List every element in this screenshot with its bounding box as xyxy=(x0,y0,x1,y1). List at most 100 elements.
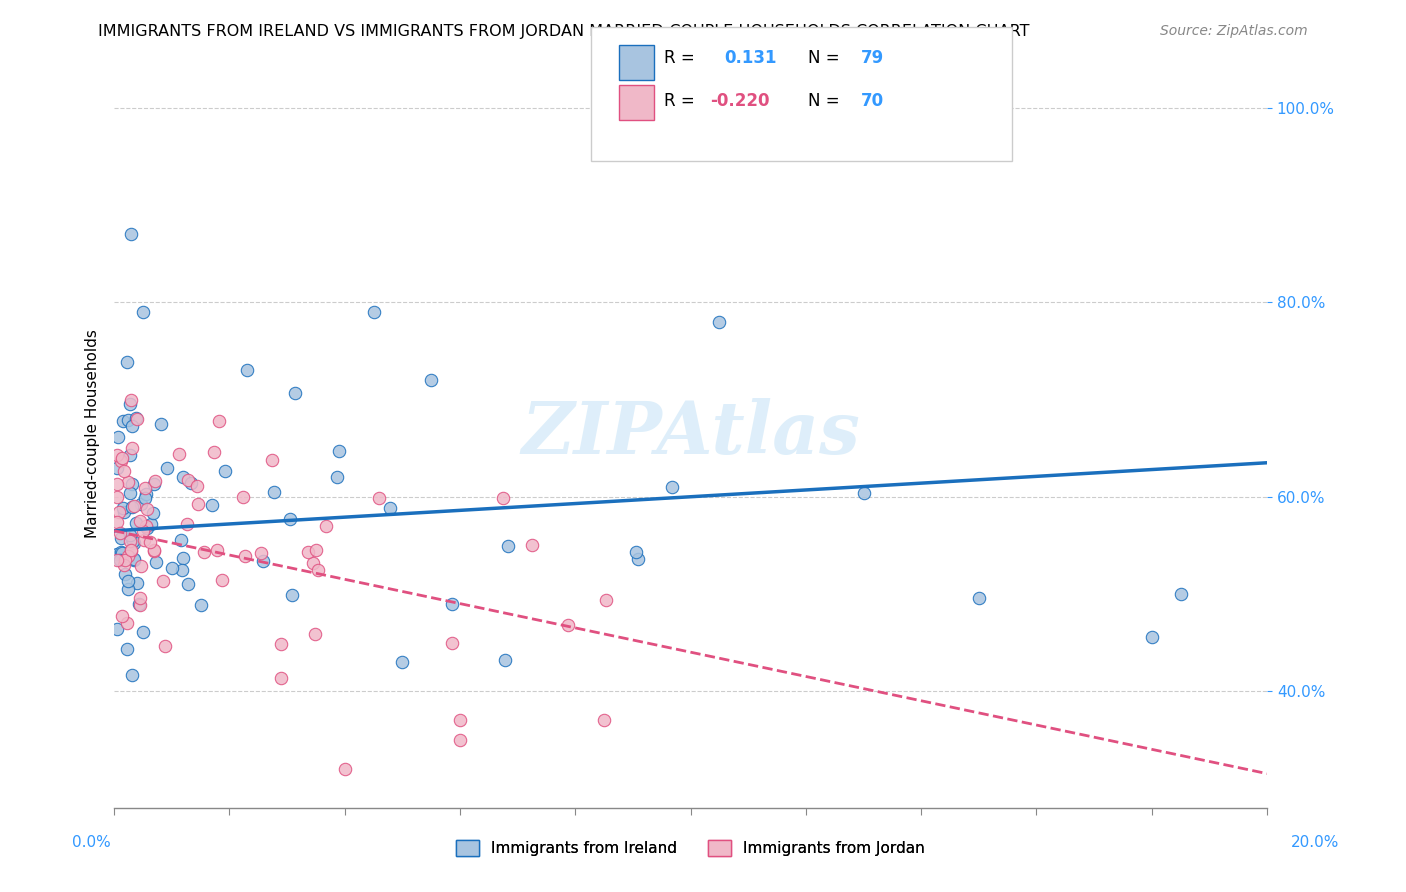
Point xyxy=(121,227,143,242)
Text: 0.0%: 0.0% xyxy=(72,836,111,850)
Point xyxy=(121,477,143,491)
Point xyxy=(120,534,142,549)
Point xyxy=(110,545,132,559)
Point xyxy=(169,447,191,461)
Point xyxy=(214,465,236,479)
Point xyxy=(852,486,875,500)
Point xyxy=(1170,587,1192,601)
Point xyxy=(110,532,132,546)
Point xyxy=(205,543,228,558)
Point xyxy=(142,506,165,520)
Point xyxy=(172,470,194,484)
Point xyxy=(177,473,200,487)
Point xyxy=(378,500,401,515)
Point xyxy=(121,442,143,456)
Point xyxy=(120,542,142,557)
Point xyxy=(236,363,259,377)
Point xyxy=(127,412,149,426)
Point xyxy=(136,502,159,516)
Point xyxy=(190,598,212,612)
Point xyxy=(263,484,285,499)
Point xyxy=(114,566,136,581)
Point xyxy=(176,517,198,532)
Point xyxy=(249,546,271,560)
Point xyxy=(118,396,141,410)
Point xyxy=(105,552,128,566)
Point xyxy=(153,639,176,653)
Point xyxy=(211,573,233,587)
Point xyxy=(122,499,145,513)
Point xyxy=(108,553,131,567)
Point xyxy=(121,392,143,407)
Point xyxy=(134,491,156,506)
Point xyxy=(110,453,132,467)
Point xyxy=(111,546,134,560)
Point xyxy=(172,563,194,577)
Point xyxy=(139,516,162,531)
Point xyxy=(124,410,146,425)
Text: N =: N = xyxy=(808,92,845,110)
Point xyxy=(304,627,326,641)
Point xyxy=(136,521,159,535)
Point xyxy=(127,575,149,590)
Point xyxy=(105,490,128,504)
Point xyxy=(117,574,139,589)
Point xyxy=(117,616,139,631)
Point xyxy=(112,558,135,573)
Point xyxy=(557,617,579,632)
Text: ZIPAtlas: ZIPAtlas xyxy=(522,398,860,469)
Point xyxy=(122,553,145,567)
Point xyxy=(160,561,183,575)
Point xyxy=(120,486,142,500)
Point xyxy=(252,554,274,568)
Point xyxy=(105,623,128,637)
Point xyxy=(278,512,301,526)
Point xyxy=(496,539,519,553)
Point xyxy=(492,491,515,506)
Point xyxy=(593,713,616,727)
Text: 20.0%: 20.0% xyxy=(1291,836,1339,850)
Text: -0.220: -0.220 xyxy=(710,92,769,110)
Point xyxy=(262,453,284,467)
Point xyxy=(307,563,329,577)
Point xyxy=(494,653,516,667)
Point xyxy=(108,525,131,540)
Point xyxy=(122,535,145,549)
Point xyxy=(201,498,224,512)
Point xyxy=(112,414,135,428)
Text: R =: R = xyxy=(664,49,700,67)
Point xyxy=(522,538,544,552)
Point xyxy=(105,476,128,491)
Point xyxy=(595,593,617,607)
Point xyxy=(440,598,463,612)
Point xyxy=(270,637,292,651)
Point xyxy=(111,451,134,466)
Point xyxy=(129,559,152,574)
Point xyxy=(105,516,128,530)
Point xyxy=(143,476,166,491)
Point xyxy=(112,501,135,516)
Point xyxy=(107,505,129,519)
Point xyxy=(170,533,193,548)
Point xyxy=(150,417,173,431)
Point xyxy=(132,524,155,539)
Point xyxy=(105,461,128,475)
Point xyxy=(107,430,129,444)
Point xyxy=(709,315,731,329)
Point xyxy=(232,490,254,504)
Point xyxy=(117,549,139,563)
Point xyxy=(132,625,155,640)
Point xyxy=(363,305,385,319)
Point xyxy=(135,518,157,533)
Point xyxy=(441,636,464,650)
Y-axis label: Married-couple Households: Married-couple Households xyxy=(86,329,100,538)
Point xyxy=(112,504,135,518)
Point xyxy=(449,732,471,747)
Point xyxy=(135,486,157,500)
Point xyxy=(270,671,292,685)
Point xyxy=(117,475,139,490)
Text: N =: N = xyxy=(808,49,845,67)
Point xyxy=(122,551,145,566)
Point xyxy=(333,762,356,776)
Point xyxy=(1140,630,1163,644)
